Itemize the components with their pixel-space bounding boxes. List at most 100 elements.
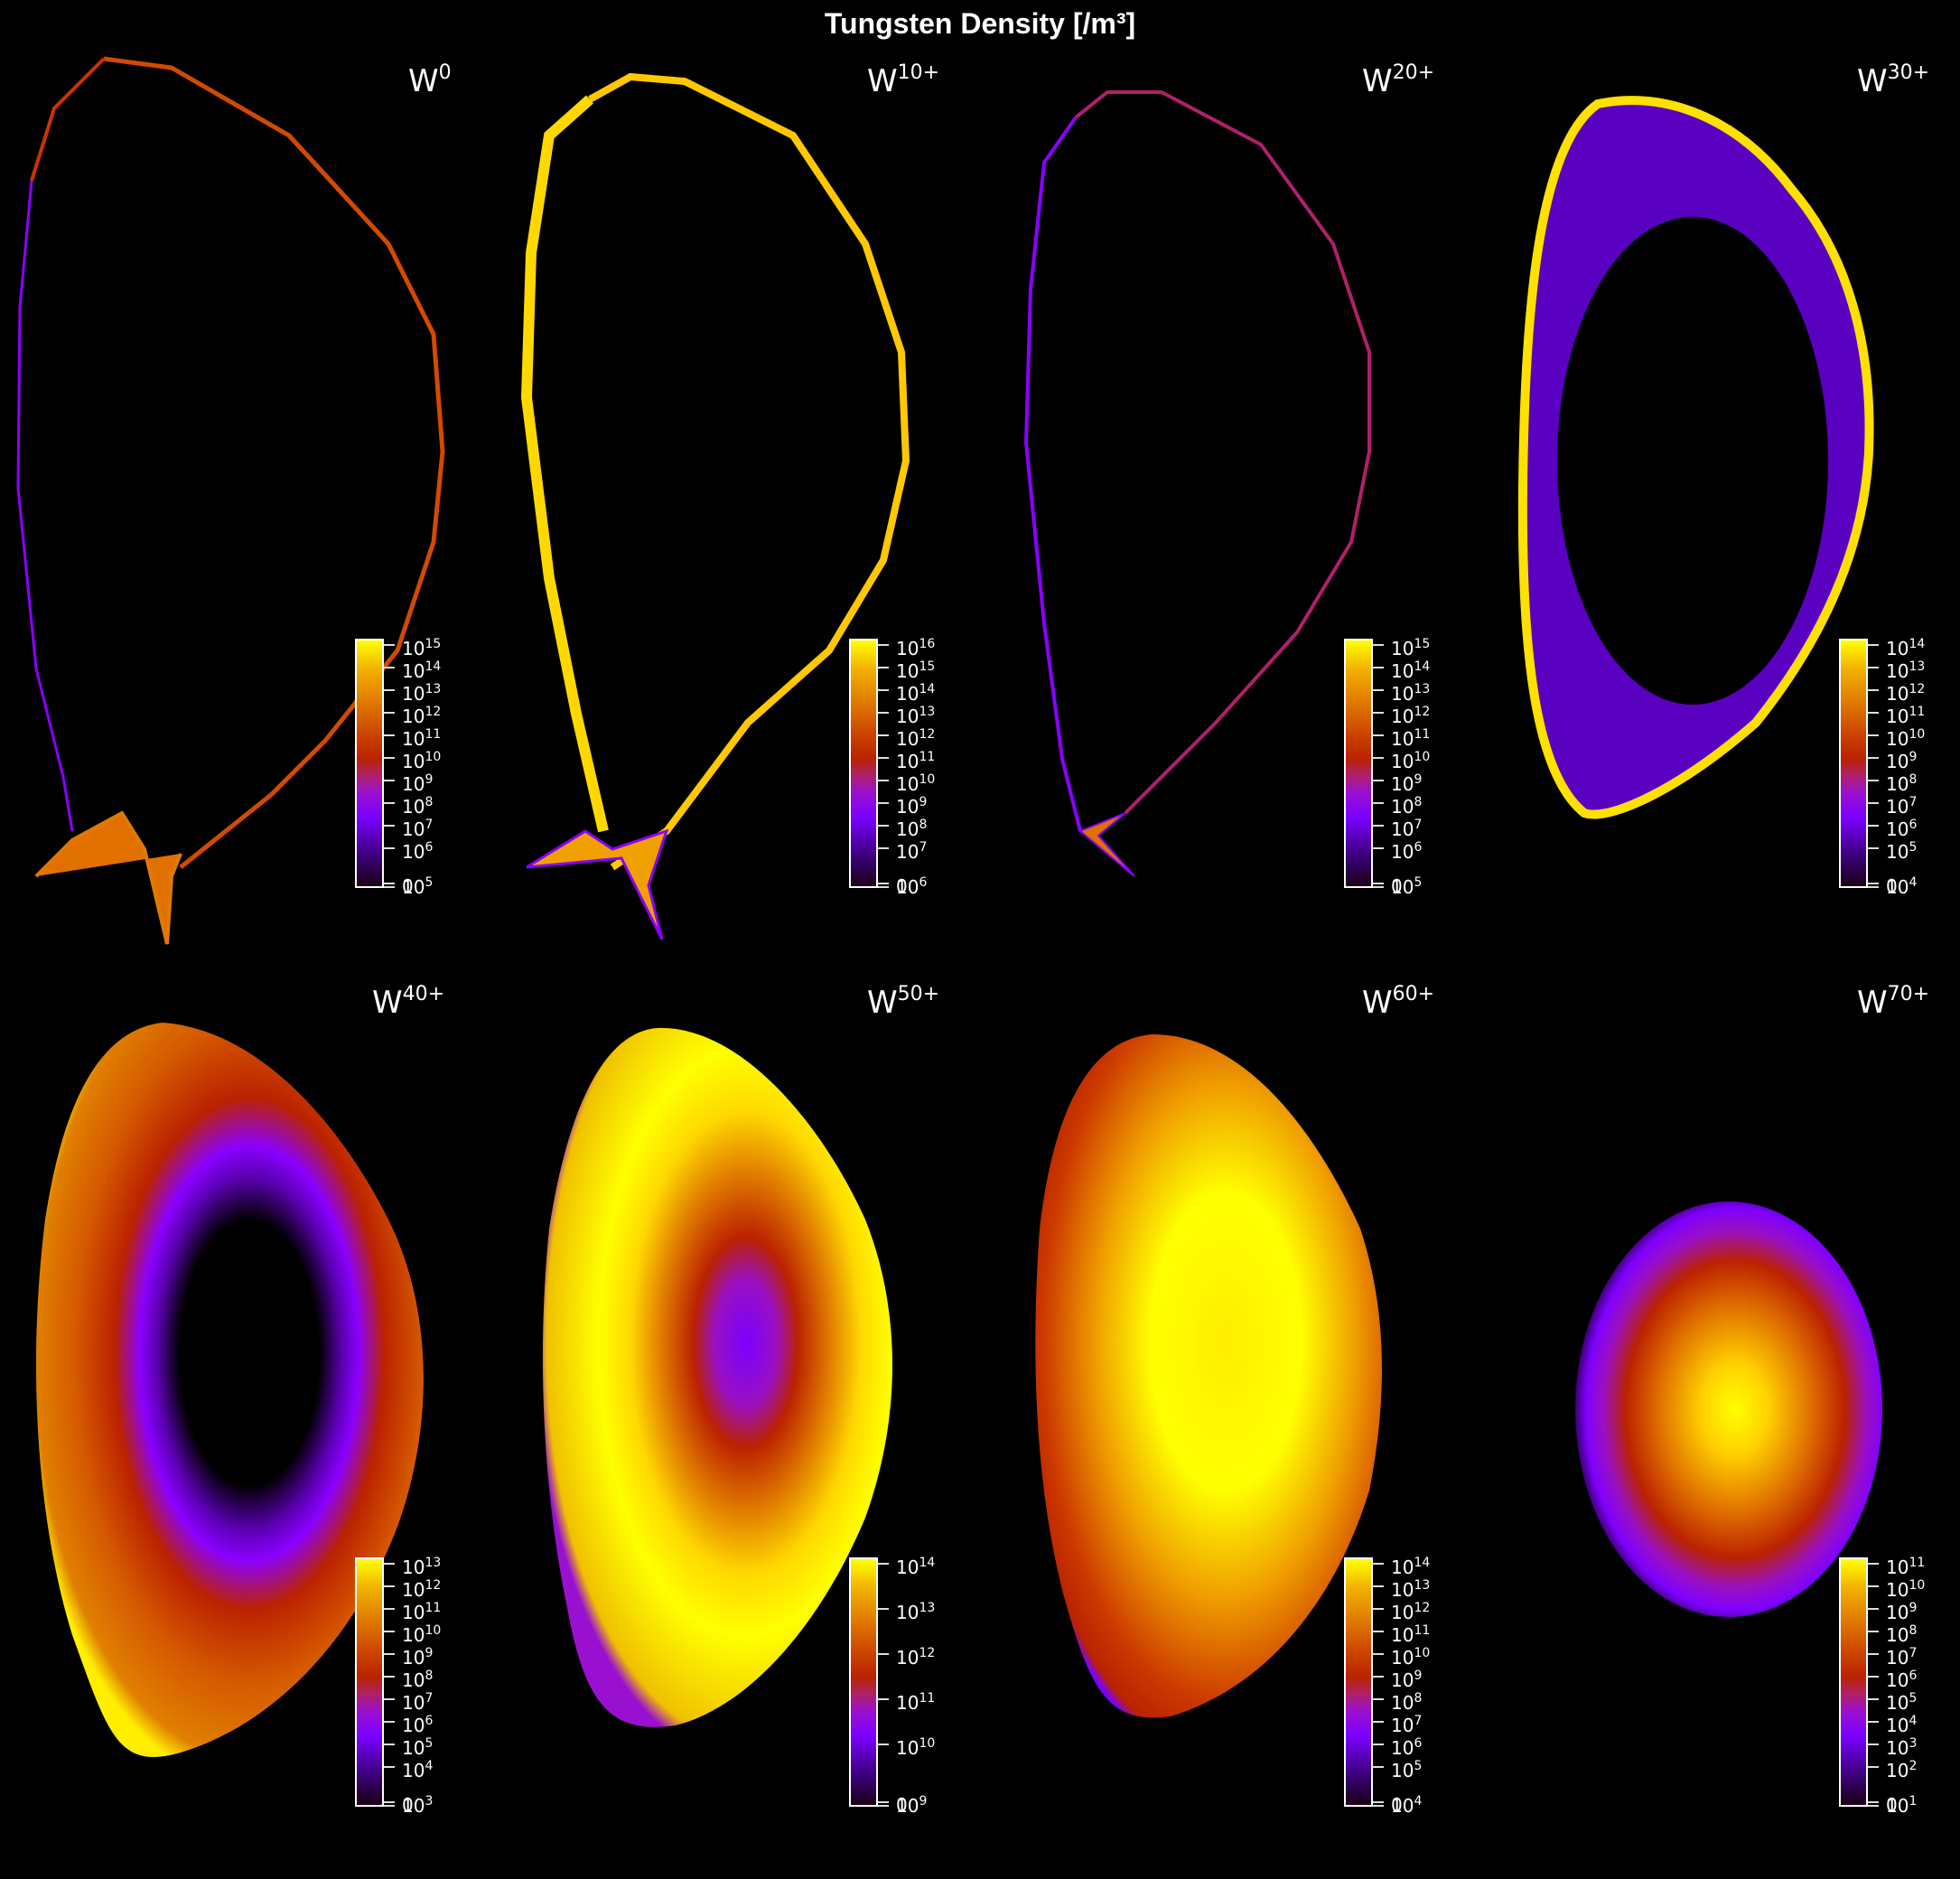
- colorbar-tick-label: 1010: [402, 750, 442, 772]
- colorbar-tick-label: 108: [896, 818, 928, 840]
- colorbar-tick-label: 1011: [1391, 727, 1431, 750]
- colorbar-tick: [1868, 1743, 1879, 1745]
- panel-w60: W60+: [990, 958, 1478, 1870]
- colorbar-tick: [878, 734, 889, 736]
- colorbar-tick-label: 1015: [402, 637, 442, 659]
- colorbar-tick: [1868, 757, 1879, 759]
- colorbar-tick: [1868, 1653, 1879, 1655]
- colorbar-tick-label: 108: [1886, 772, 1918, 795]
- colorbar-tick-label: 0: [1391, 875, 1403, 897]
- colorbar-tick-label: 1010: [1391, 750, 1431, 772]
- colorbar-tick-label: 1015: [1391, 637, 1431, 659]
- colorbar-tick: [1373, 1608, 1384, 1610]
- colorbar-tick-label: 0: [1886, 1794, 1898, 1816]
- colorbar-tick-label: 1010: [1391, 1646, 1431, 1669]
- panel-w20: W20+: [990, 36, 1478, 949]
- colorbar-tick-label: 105: [1886, 840, 1918, 863]
- colorbar-tick: [878, 780, 889, 781]
- colorbar-tick-label: 109: [1886, 750, 1918, 772]
- colorbar-tick: [1868, 780, 1879, 781]
- colorbar-tick-label: 109: [402, 772, 434, 795]
- colorbar-tick: [384, 802, 395, 804]
- colorbar-tick-label: 105: [402, 875, 434, 898]
- panel-w30: W30+: [1485, 36, 1960, 949]
- colorbar-tick: [384, 1801, 395, 1803]
- colorbar-tick-label: 1014: [896, 1556, 936, 1578]
- colorbar-tick-label: 1014: [896, 682, 936, 705]
- colorbar-tick-label: 1012: [1886, 682, 1926, 705]
- colorbar-tick-label: 103: [402, 1794, 434, 1817]
- colorbar-tick: [1373, 1721, 1384, 1723]
- colorbar-tick: [1373, 757, 1384, 759]
- colorbar-tick-label: 1012: [402, 705, 442, 727]
- colorbar-tick-label: 1012: [896, 727, 936, 750]
- colorbar-tick: [384, 667, 395, 668]
- colorbar-tick: [1373, 1563, 1384, 1565]
- colorbar-tick-label: 1012: [402, 1578, 442, 1601]
- colorbar-tick-label: 0: [402, 1794, 414, 1816]
- colorbar-tick: [1373, 734, 1384, 736]
- figure-title: Tungsten Density [/m³]: [824, 7, 1136, 40]
- colorbar-tick-label: 106: [896, 875, 928, 898]
- ion-label: W60+: [1362, 983, 1435, 1021]
- colorbar-tick: [384, 1676, 395, 1678]
- colorbar-tick: [1868, 1698, 1879, 1700]
- colorbar-tick: [878, 667, 889, 668]
- colorbar-tick-label: 104: [1886, 875, 1918, 898]
- colorbar-tick: [384, 780, 395, 781]
- colorbar-tick-label: 1014: [1886, 637, 1926, 659]
- colorbar-tick-label: 105: [1391, 1759, 1423, 1781]
- colorbar-tick: [1868, 1676, 1879, 1678]
- density-map-w0: [16, 56, 445, 945]
- ion-label: W50+: [867, 983, 940, 1021]
- colorbar-tick: [1373, 1766, 1384, 1768]
- ion-label: W30+: [1857, 61, 1930, 99]
- colorbar-tick: [1373, 689, 1384, 691]
- colorbar-tick: [1868, 886, 1879, 888]
- ion-label: W40+: [372, 983, 445, 1021]
- colorbar-tick: [1373, 1676, 1384, 1678]
- colorbar: 0 104 105 106 107 108 109 1010 1011 1012 1013 1014: [1839, 637, 1925, 896]
- colorbar-tick-label: 109: [1391, 1669, 1423, 1691]
- colorbar-tick-label: 1013: [1391, 682, 1431, 705]
- colorbar-tick: [384, 1653, 395, 1655]
- colorbar-tick: [1868, 1563, 1879, 1565]
- colorbar-tick-label: 105: [1886, 1691, 1918, 1714]
- colorbar-tick: [1373, 825, 1384, 827]
- colorbar-tick: [1868, 712, 1879, 714]
- colorbar-tick-label: 109: [1391, 772, 1423, 795]
- panel-w40: W40+: [0, 958, 488, 1870]
- colorbar-tick-label: 109: [1886, 1601, 1918, 1623]
- colorbar-tick-label: 103: [1886, 1736, 1918, 1759]
- colorbar-tick-label: 1010: [1886, 1578, 1926, 1601]
- density-map-w50: [542, 1027, 892, 1727]
- colorbar-tick: [384, 1563, 395, 1565]
- colorbar-tick: [1373, 1743, 1384, 1745]
- panel-w0: W0: [0, 36, 488, 949]
- panel-w50: W50+: [495, 958, 983, 1870]
- colorbar-tick-label: 1010: [896, 772, 936, 795]
- colorbar-tick: [878, 1801, 889, 1803]
- colorbar-tick: [1868, 734, 1879, 736]
- ion-label: W20+: [1362, 61, 1435, 99]
- colorbar-tick-label: 106: [1391, 840, 1423, 863]
- colorbar-tick-label: 1016: [896, 637, 936, 659]
- density-map-w10: [520, 72, 910, 940]
- colorbar-tick-label: 107: [896, 840, 928, 863]
- colorbar-tick: [1373, 780, 1384, 781]
- panel-w10: W10+: [495, 36, 983, 949]
- colorbar-tick: [1868, 1608, 1879, 1610]
- colorbar-tick-label: 1011: [1886, 1556, 1926, 1578]
- density-map-w30: [1517, 96, 1874, 819]
- colorbar: 0 105 106 107 108 109 1010 1011 1012 1013 1014 1015: [1344, 637, 1430, 896]
- colorbar-tick: [1868, 667, 1879, 668]
- colorbar-tick-label: 106: [1886, 818, 1918, 840]
- ion-label: W10+: [867, 61, 940, 99]
- colorbar: 0 106 107 108 109 1010 1011 1012 1013 1014 1015 101…: [849, 637, 935, 896]
- colorbar-tick: [384, 689, 395, 691]
- colorbar-tick: [384, 1766, 395, 1768]
- colorbar-tick: [1868, 1766, 1879, 1768]
- colorbar-tick-label: 1011: [1391, 1623, 1431, 1646]
- colorbar-tick: [878, 825, 889, 827]
- colorbar-tick: [878, 712, 889, 714]
